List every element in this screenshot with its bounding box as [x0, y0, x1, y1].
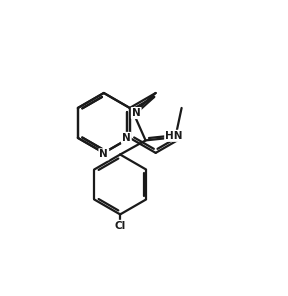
Text: N: N — [132, 108, 141, 118]
Text: Cl: Cl — [115, 221, 126, 231]
Text: N: N — [122, 133, 131, 143]
Text: N: N — [99, 149, 108, 159]
Text: HN: HN — [165, 131, 183, 141]
